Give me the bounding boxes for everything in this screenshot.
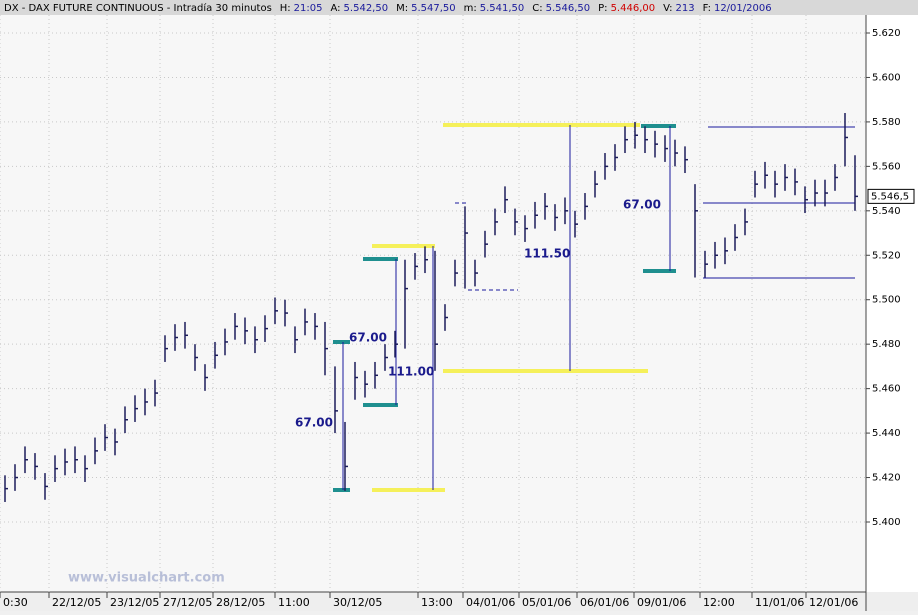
drawings: 67.00 67.00 111.00 111.50 67.00	[295, 123, 855, 492]
annotation: 67.00	[295, 416, 333, 430]
y-tick-label: 5.440	[872, 428, 901, 439]
y-tick-label: 5.560	[872, 161, 901, 172]
header-key: A:	[331, 3, 341, 14]
x-tick-label: 0:30	[3, 596, 28, 609]
header-key: V:	[663, 3, 672, 14]
y-tick-label: 5.400	[872, 517, 901, 528]
header-key: H:	[280, 3, 291, 14]
header-value: 5.547,50	[411, 3, 456, 14]
annotation: 67.00	[623, 198, 661, 212]
y-tick-label: 5.520	[872, 250, 901, 261]
header-value: 5.546,50	[546, 3, 591, 14]
header-value: 12/01/2006	[714, 3, 772, 14]
x-tick-label: 09/01/06	[637, 596, 686, 609]
x-axis-bar	[0, 592, 918, 611]
header-value: 5.542,50	[344, 3, 389, 14]
last-price-label: 5.546,5	[871, 191, 909, 202]
header-title: DX - DAX FUTURE CONTINUOUS - Intradía 30…	[4, 2, 272, 14]
annotation: 111.00	[388, 365, 434, 379]
header-value: 5.541,50	[480, 3, 525, 14]
x-tick-label: 13:00	[421, 596, 453, 609]
x-tick-label: 28/12/05	[216, 596, 265, 609]
header-bar	[0, 0, 918, 15]
x-tick-label: 05/01/06	[522, 596, 571, 609]
header-key: F:	[703, 3, 711, 14]
x-tick-label: 27/12/05	[163, 596, 212, 609]
y-tick-label: 5.540	[872, 206, 901, 217]
x-tick-label: 06/01/06	[580, 596, 629, 609]
x-tick-label: 23/12/05	[110, 596, 159, 609]
x-tick-label: 12:00	[703, 596, 735, 609]
x-tick-label: 04/01/06	[466, 596, 515, 609]
header-key: M:	[396, 3, 408, 14]
header-value: 213	[676, 3, 695, 14]
annotation: 67.00	[349, 331, 387, 345]
y-tick-label: 5.500	[872, 295, 901, 306]
header-key: C:	[532, 3, 542, 14]
header-key: P:	[598, 3, 607, 14]
y-tick-label: 5.620	[872, 28, 901, 39]
y-tick-label: 5.480	[872, 339, 901, 350]
y-tick-label: 5.600	[872, 72, 901, 83]
x-tick-label: 11/01/06	[755, 596, 804, 609]
header-value: 21:05	[294, 3, 323, 14]
header: DX - DAX FUTURE CONTINUOUS - Intradía 30…	[4, 2, 772, 14]
x-tick-label: 30/12/05	[333, 596, 382, 609]
y-tick-label: 5.420	[872, 473, 901, 484]
x-tick-label: 12/01/06	[809, 596, 858, 609]
annotation: 111.50	[524, 247, 570, 261]
x-tick-label: 22/12/05	[52, 596, 101, 609]
header-key: m:	[464, 3, 477, 14]
bars	[4, 113, 858, 502]
y-tick-label: 5.460	[872, 384, 901, 395]
last-price-box	[867, 188, 915, 204]
y-tick-label: 5.580	[872, 117, 901, 128]
x-tick-label: 11:00	[278, 596, 310, 609]
watermark: www.visualchart.com	[68, 571, 225, 586]
header-value: 5.446,00	[611, 3, 656, 14]
